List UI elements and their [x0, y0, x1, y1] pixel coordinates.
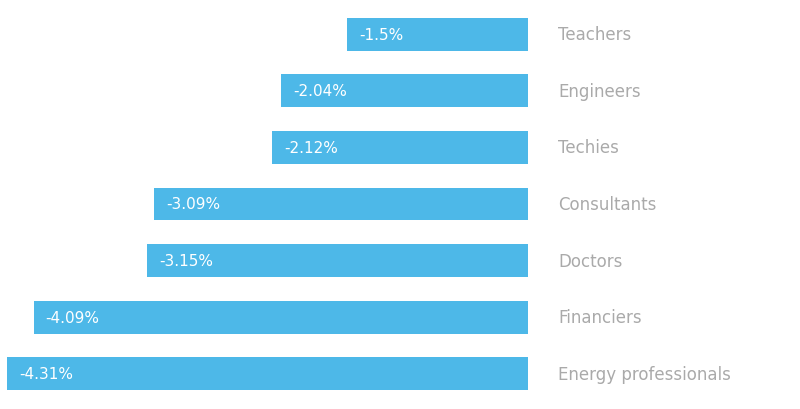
Text: Financiers: Financiers: [558, 308, 642, 326]
Text: Doctors: Doctors: [558, 252, 623, 270]
Text: Energy professionals: Energy professionals: [558, 365, 731, 383]
Bar: [282, 75, 528, 108]
Text: Consultants: Consultants: [558, 196, 657, 213]
Text: -2.12%: -2.12%: [284, 141, 338, 155]
Text: Engineers: Engineers: [558, 83, 641, 101]
Text: -4.09%: -4.09%: [46, 310, 100, 325]
Text: -4.31%: -4.31%: [19, 366, 73, 381]
Text: Teachers: Teachers: [558, 26, 632, 44]
Bar: [346, 19, 528, 52]
Bar: [154, 188, 528, 221]
Text: -1.5%: -1.5%: [359, 28, 403, 43]
Bar: [34, 301, 528, 334]
Text: Techies: Techies: [558, 139, 619, 157]
Bar: [147, 245, 528, 277]
Text: -2.04%: -2.04%: [294, 84, 347, 99]
Text: -3.09%: -3.09%: [166, 197, 221, 212]
Bar: [7, 357, 528, 390]
Bar: [272, 132, 528, 164]
Text: -3.15%: -3.15%: [159, 254, 214, 268]
